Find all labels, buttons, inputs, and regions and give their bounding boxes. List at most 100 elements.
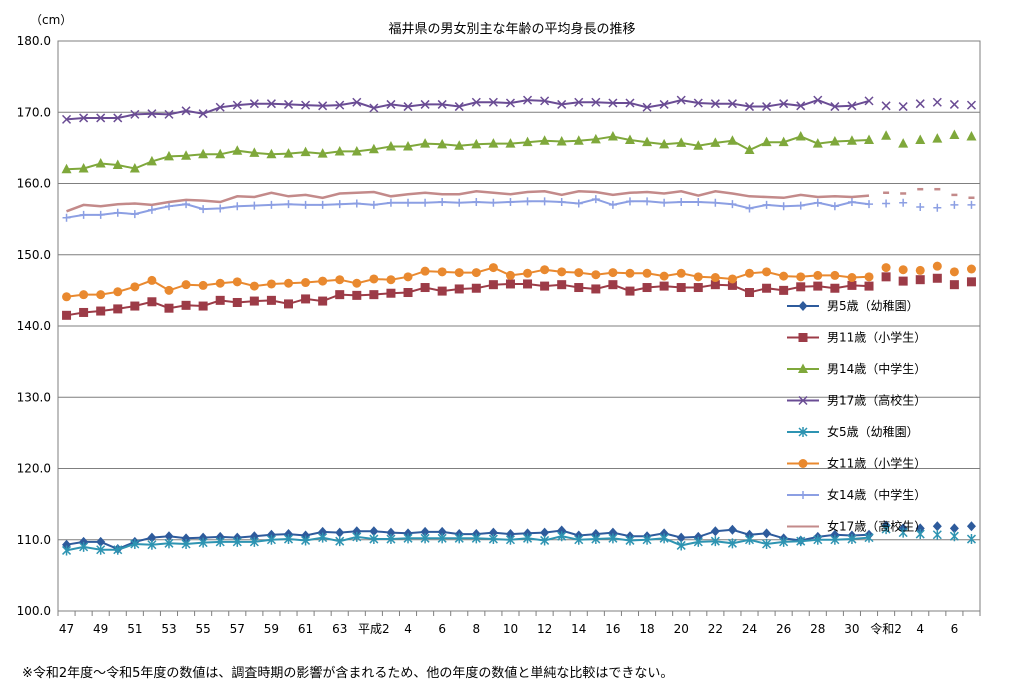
data-point: [505, 98, 515, 108]
x-tick-label: 16: [605, 622, 620, 636]
legend-item: 男5歳（幼稚園）: [787, 299, 919, 313]
data-point: [266, 99, 276, 109]
data-point: [471, 283, 481, 293]
data-point: [79, 307, 89, 317]
data-point: [505, 279, 515, 289]
x-tick-label: 令和2: [870, 621, 902, 636]
data-point: [215, 536, 225, 547]
data-point: [591, 284, 601, 294]
data-point: [932, 97, 942, 107]
data-point: [215, 278, 225, 288]
data-point: [966, 534, 976, 545]
legend-item: 女11歳（小学生）: [787, 456, 926, 471]
x-tick-label: 12: [537, 622, 552, 636]
data-point: [915, 134, 926, 145]
data-point: [198, 109, 208, 119]
data-point: [727, 538, 737, 549]
data-point: [96, 544, 106, 555]
data-point: [659, 271, 669, 281]
data-point: [608, 200, 617, 209]
data-point: [386, 534, 396, 545]
y-tick-label: 160.0: [17, 177, 51, 191]
data-point: [949, 531, 959, 542]
data-point: [95, 158, 106, 168]
data-point: [163, 150, 174, 161]
data-point: [421, 198, 430, 207]
data-point: [505, 534, 515, 545]
data-point: [505, 138, 516, 148]
data-point: [642, 136, 653, 147]
data-point: [727, 274, 737, 284]
data-point: [676, 137, 687, 147]
data-point: [539, 135, 550, 145]
data-point: [540, 96, 550, 106]
data-point: [557, 531, 567, 542]
data-point: [147, 205, 156, 214]
data-point: [488, 280, 498, 290]
data-point: [351, 145, 362, 156]
data-point: [471, 268, 481, 278]
data-point: [455, 198, 464, 207]
data-point: [950, 200, 959, 209]
footnote: ※令和2年度～令和5年度の数値は、調査時期の影響が含まれるため、他の年度の数値と…: [22, 666, 674, 681]
data-point: [386, 275, 396, 285]
data-point: [898, 138, 909, 148]
data-point: [164, 109, 174, 119]
data-point: [728, 200, 737, 209]
data-point: [113, 287, 123, 297]
data-point: [932, 133, 943, 143]
data-point: [62, 310, 72, 320]
data-point: [932, 529, 942, 540]
data-point: [113, 208, 122, 217]
y-tick-label: 170.0: [17, 105, 51, 119]
data-point: [181, 150, 192, 160]
x-tick-label: 30: [844, 622, 859, 636]
x-tick-label: 6: [438, 622, 446, 636]
axes: [57, 40, 981, 616]
data-point: [813, 534, 823, 545]
data-point: [386, 527, 396, 538]
x-tick-label: 61: [298, 622, 313, 636]
data-point: [710, 137, 721, 147]
data-point: [881, 101, 891, 111]
data-point: [932, 273, 942, 283]
data-point: [232, 277, 242, 287]
data-point: [796, 536, 806, 547]
data-point: [113, 113, 123, 123]
data-point: [96, 536, 106, 547]
data-point: [198, 148, 209, 159]
data-point: [232, 297, 242, 307]
data-point: [369, 200, 378, 209]
data-point: [335, 290, 345, 300]
x-tick-label: 59: [264, 622, 279, 636]
data-point: [608, 280, 618, 290]
data-point: [437, 526, 447, 537]
data-point: [540, 265, 550, 275]
x-tick-label: 4: [404, 622, 412, 636]
data-point: [608, 268, 618, 278]
data-point: [266, 295, 276, 305]
legend: 男5歳（幼稚園） 男11歳（小学生） 男14歳（中学生） 男17歳（高校生） 女5歳（幼…: [787, 299, 926, 534]
x-tick-label: 6: [951, 622, 959, 636]
series-square: [62, 272, 976, 320]
data-point: [420, 533, 430, 544]
data-point: [795, 130, 806, 141]
data-point: [335, 100, 345, 110]
data-point: [164, 531, 174, 542]
data-point: [318, 200, 327, 209]
y-tick-label: 110.0: [17, 533, 51, 547]
data-point: [317, 148, 328, 158]
data-point: [676, 95, 686, 105]
data-point: [745, 204, 754, 213]
legend-item: 女17歳（高校生）: [787, 519, 926, 534]
data-point: [744, 102, 755, 112]
data-point: [932, 521, 942, 532]
legend-label: 男11歳（小学生）: [827, 330, 926, 345]
data-point: [181, 539, 191, 550]
data-point: [625, 197, 634, 206]
data-point: [693, 272, 703, 282]
data-point: [471, 533, 481, 544]
data-point: [523, 197, 532, 206]
data-point: [301, 100, 311, 110]
data-point: [335, 527, 345, 538]
